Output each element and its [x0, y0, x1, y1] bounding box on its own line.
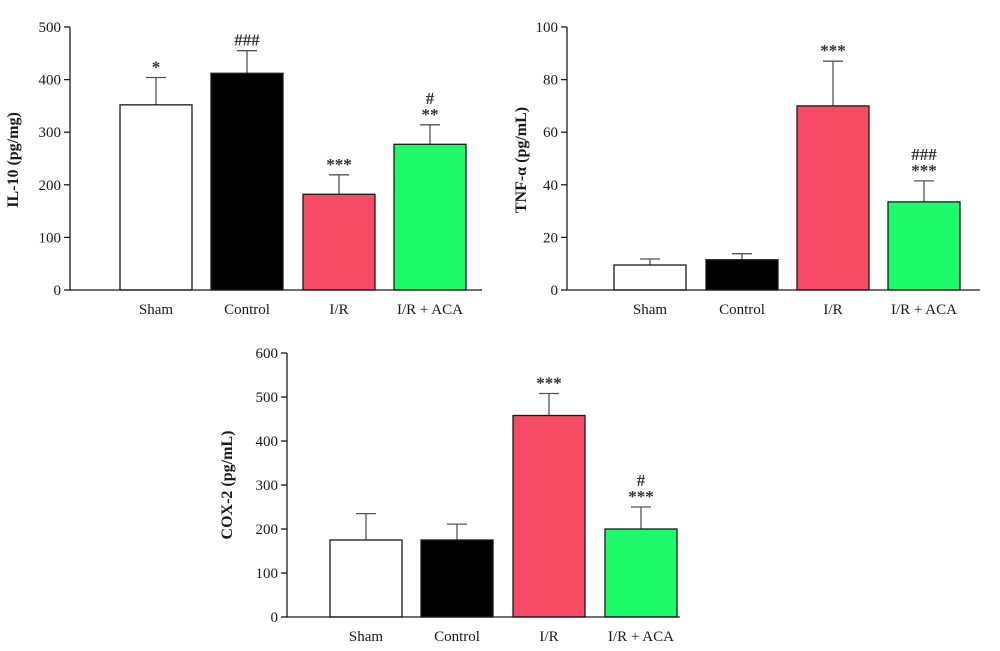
significance-label: #	[637, 471, 646, 490]
y-tick-label: 600	[256, 346, 279, 362]
bar	[796, 105, 870, 291]
y-tick-label: 400	[39, 73, 62, 89]
y-tick-label: 0	[551, 283, 559, 299]
y-tick-label: 200	[256, 522, 279, 538]
y-tick-label: 100	[39, 230, 62, 246]
chart-2: Sham Control***I/R***###I/R + ACA02040608…	[513, 20, 980, 318]
bar	[329, 539, 403, 618]
y-tick-label: 40	[543, 178, 558, 194]
category-label: Control	[434, 629, 480, 645]
category-label: I/R	[539, 629, 558, 645]
y-tick-label: 0	[271, 610, 279, 626]
category-label: I/R + ACA	[397, 302, 463, 318]
significance-label: ###	[911, 145, 937, 164]
bar	[887, 201, 961, 291]
y-tick-label: 300	[256, 478, 279, 494]
category-label: Control	[719, 302, 765, 318]
category-label: Sham	[633, 302, 668, 318]
y-axis-label: TNF-α (pg/mL)	[513, 107, 530, 213]
category-label: Sham	[139, 302, 174, 318]
y-tick-label: 80	[543, 73, 558, 89]
bar	[613, 264, 687, 291]
significance-label: ***	[911, 161, 937, 180]
bar	[705, 259, 779, 291]
y-axis-label: COX-2 (pg/mL)	[219, 431, 236, 540]
y-tick-label: 100	[536, 20, 559, 36]
bar	[604, 528, 678, 618]
bar	[210, 72, 284, 291]
significance-label: ###	[234, 31, 260, 50]
category-label: Sham	[349, 629, 384, 645]
significance-label: *	[152, 57, 161, 76]
y-tick-label: 60	[543, 125, 558, 141]
y-tick-label: 500	[39, 20, 62, 36]
bar	[302, 193, 376, 291]
category-label: I/R	[329, 302, 348, 318]
category-label: I/R	[823, 302, 842, 318]
category-label: I/R + ACA	[891, 302, 957, 318]
y-tick-label: 500	[256, 390, 279, 406]
y-tick-label: 0	[54, 283, 62, 299]
bar	[393, 143, 467, 291]
category-label: Control	[224, 302, 270, 318]
significance-label: ***	[326, 155, 352, 174]
significance-label: ***	[628, 487, 654, 506]
significance-label: ***	[820, 41, 846, 60]
chart-3: Sham Control***I/R***#I/R + ACA0100200300…	[219, 346, 680, 645]
chart-1: * Sham ### Control *** I/R **# I/R + ACA 0 100 200…	[5, 20, 482, 318]
significance-label: #	[426, 89, 435, 108]
bar	[512, 414, 586, 618]
significance-label: **	[422, 105, 439, 124]
y-tick-label: 20	[543, 230, 558, 246]
y-tick-label: 300	[39, 125, 62, 141]
y-tick-label: 200	[39, 178, 62, 194]
y-tick-label: 400	[256, 434, 279, 450]
category-label: I/R + ACA	[608, 629, 674, 645]
y-axis-label: IL-10 (pg/mg)	[5, 112, 22, 208]
y-tick-label: 100	[256, 566, 279, 582]
significance-label: ***	[536, 373, 562, 392]
bar	[420, 539, 494, 618]
bar	[119, 104, 193, 291]
